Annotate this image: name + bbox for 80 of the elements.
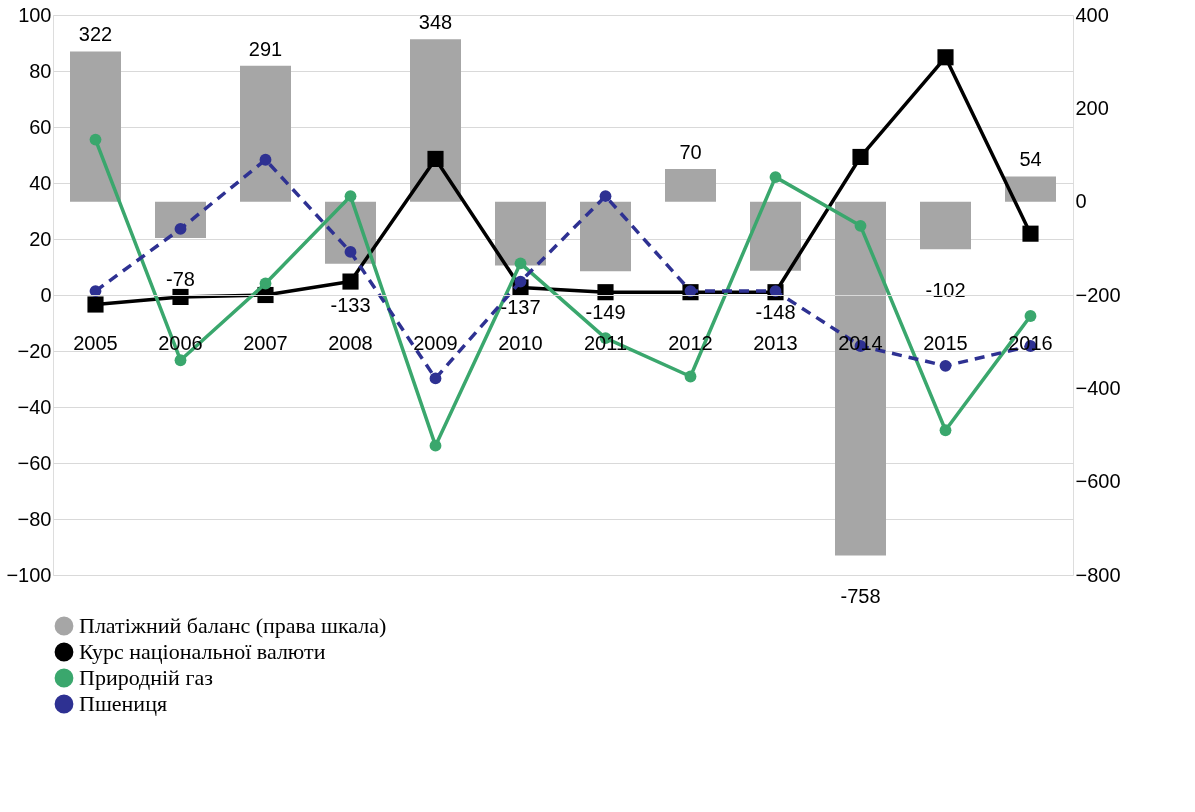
point — [429, 372, 442, 385]
y-tick-label: 100 — [18, 3, 52, 26]
point — [937, 49, 954, 66]
point — [852, 148, 869, 166]
x-tick-label: 2005 — [73, 331, 118, 354]
bar — [155, 201, 206, 239]
legend-label: Пшениця — [79, 691, 168, 716]
data-label: 54 — [1019, 148, 1042, 171]
data-label: -149 — [585, 301, 626, 324]
point — [769, 285, 782, 297]
bar — [835, 201, 886, 556]
x-tick-label: 2010 — [498, 331, 543, 354]
legend-label: Природній газ — [79, 665, 213, 690]
y-tick-label: −80 — [17, 507, 52, 530]
bar — [1005, 176, 1056, 202]
data-label: 70 — [679, 141, 702, 163]
point — [259, 277, 272, 290]
bar — [240, 65, 291, 202]
point — [344, 245, 357, 258]
data-label: -758 — [840, 585, 881, 608]
y-tick-label: −60 — [17, 451, 52, 474]
y-tick-label: 80 — [29, 59, 52, 82]
data-label: 291 — [248, 37, 283, 60]
x-tick-label: 2007 — [243, 331, 288, 354]
point — [87, 296, 104, 313]
bar — [920, 201, 971, 250]
point — [514, 275, 527, 288]
point — [344, 190, 357, 203]
point — [89, 285, 102, 297]
x-tick-label: 2009 — [413, 331, 458, 354]
y-tick-label: 40 — [29, 171, 52, 194]
data-label: -78 — [166, 268, 195, 291]
point — [939, 359, 952, 372]
y2-tick-label: 0 — [1075, 190, 1087, 213]
point — [174, 223, 187, 235]
y-tick-label: 0 — [40, 283, 52, 306]
y2-tick-label: −800 — [1075, 563, 1121, 586]
y2-tick-label: −600 — [1075, 470, 1121, 493]
point — [89, 133, 102, 146]
point — [854, 219, 867, 232]
point — [597, 284, 614, 301]
point — [1022, 225, 1039, 242]
data-label: -148 — [755, 300, 796, 323]
point — [514, 257, 527, 270]
point — [172, 288, 189, 306]
point — [684, 370, 697, 383]
point — [1024, 310, 1037, 322]
point — [427, 150, 444, 167]
y-tick-label: −100 — [6, 563, 52, 586]
bar — [495, 201, 546, 266]
y-tick-label: 20 — [29, 227, 52, 250]
x-tick-label: 2008 — [328, 331, 373, 354]
point — [174, 354, 187, 367]
y-tick-label: −20 — [17, 339, 52, 362]
y2-tick-label: 400 — [1075, 3, 1109, 26]
point — [599, 190, 612, 203]
point — [259, 153, 272, 166]
bar — [750, 201, 801, 271]
point — [939, 424, 952, 437]
point — [429, 439, 442, 452]
bar — [580, 201, 631, 272]
x-tick-label: 2013 — [753, 331, 798, 354]
point — [769, 171, 782, 184]
y-tick-label: −40 — [17, 395, 52, 418]
legend-label: Платіжний баланс (права шкала) — [79, 613, 387, 638]
bar — [665, 169, 716, 202]
y2-tick-label: −200 — [1075, 283, 1121, 306]
data-label: 348 — [418, 11, 453, 34]
y-tick-label: 60 — [29, 115, 52, 138]
point — [342, 273, 359, 290]
bar — [410, 39, 461, 202]
bar — [70, 51, 121, 202]
legend-label: Курс національної валюти — [79, 639, 326, 664]
data-label: -133 — [330, 293, 371, 316]
y2-tick-label: 200 — [1075, 96, 1109, 119]
point — [684, 285, 697, 297]
x-tick-label: 2015 — [923, 331, 968, 354]
data-label: -137 — [500, 295, 541, 318]
data-label: 322 — [78, 23, 113, 46]
y2-tick-label: −400 — [1075, 376, 1121, 399]
